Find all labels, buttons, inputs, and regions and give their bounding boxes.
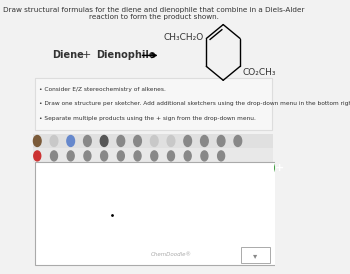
Circle shape: [168, 151, 174, 161]
Text: Diene: Diene: [52, 50, 84, 60]
Text: ▾: ▾: [253, 251, 257, 260]
Circle shape: [117, 136, 125, 146]
Text: • Draw one structure per sketcher. Add additional sketchers using the drop-down : • Draw one structure per sketcher. Add a…: [38, 101, 350, 106]
Bar: [33, 148, 273, 162]
Text: Draw structural formulas for the diene and dienophile that combine in a Diels-Al: Draw structural formulas for the diene a…: [3, 7, 304, 20]
Circle shape: [275, 161, 285, 175]
Circle shape: [234, 136, 241, 146]
Circle shape: [84, 136, 91, 146]
Text: +: +: [275, 163, 284, 173]
Circle shape: [67, 136, 75, 146]
Circle shape: [184, 136, 191, 146]
Text: CO₂CH₃: CO₂CH₃: [242, 68, 276, 77]
Circle shape: [50, 151, 57, 161]
Text: ChemDoodle®: ChemDoodle®: [150, 252, 191, 257]
Circle shape: [218, 151, 225, 161]
Circle shape: [50, 136, 58, 146]
Circle shape: [201, 136, 208, 146]
Text: +: +: [81, 50, 91, 60]
Circle shape: [184, 151, 191, 161]
Circle shape: [34, 151, 41, 161]
Circle shape: [201, 151, 208, 161]
Bar: [35, 78, 272, 130]
Circle shape: [117, 151, 124, 161]
Text: Dienophile: Dienophile: [96, 50, 155, 60]
Circle shape: [101, 151, 107, 161]
Circle shape: [167, 136, 175, 146]
Bar: [240, 247, 270, 263]
Circle shape: [217, 136, 225, 146]
Circle shape: [100, 136, 108, 146]
Circle shape: [134, 136, 141, 146]
Circle shape: [134, 151, 141, 161]
Text: CH₃CH₂O: CH₃CH₂O: [164, 33, 204, 42]
Circle shape: [151, 151, 158, 161]
Circle shape: [34, 136, 41, 146]
Circle shape: [150, 136, 158, 146]
Circle shape: [84, 151, 91, 161]
Bar: [35, 162, 282, 265]
Bar: [33, 134, 273, 148]
Circle shape: [67, 151, 74, 161]
Text: • Separate multiple products using the + sign from the drop-down menu.: • Separate multiple products using the +…: [38, 116, 256, 121]
Text: • Consider E/Z stereochemistry of alkenes.: • Consider E/Z stereochemistry of alkene…: [38, 87, 166, 92]
